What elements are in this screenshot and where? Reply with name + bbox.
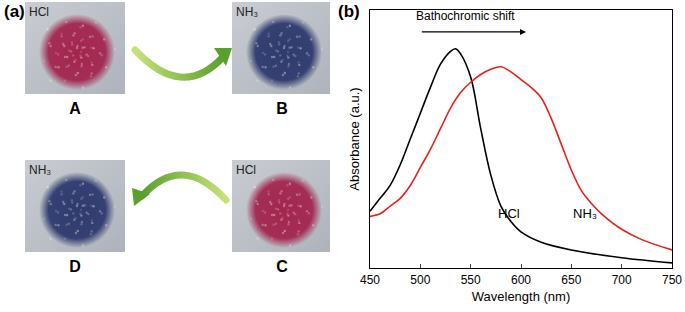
svg-text:750: 750 <box>662 273 682 287</box>
svg-text:Absorbance (a.u.): Absorbance (a.u.) <box>347 87 362 190</box>
svg-text:700: 700 <box>612 273 632 287</box>
svg-text:A: A <box>69 100 81 117</box>
svg-text:NH₃: NH₃ <box>573 206 597 221</box>
svg-text:Bathochromic shift: Bathochromic shift <box>416 9 515 23</box>
svg-text:HCl: HCl <box>29 5 49 19</box>
svg-text:HCl: HCl <box>236 163 256 177</box>
svg-text:550: 550 <box>461 273 481 287</box>
svg-text:HCl: HCl <box>498 206 520 221</box>
html-text:(b): (b) <box>338 2 360 21</box>
svg-text:Wavelength (nm): Wavelength (nm) <box>472 289 571 304</box>
svg-text:NH₃: NH₃ <box>236 5 258 19</box>
svg-text:500: 500 <box>410 273 430 287</box>
svg-text:D: D <box>69 258 81 275</box>
html-text:(a): (a) <box>4 2 25 21</box>
svg-text:NH₃: NH₃ <box>29 163 51 177</box>
svg-text:C: C <box>276 258 288 275</box>
svg-text:650: 650 <box>561 273 581 287</box>
svg-text:600: 600 <box>511 273 531 287</box>
svg-text:B: B <box>276 100 288 117</box>
svg-text:450: 450 <box>360 273 380 287</box>
